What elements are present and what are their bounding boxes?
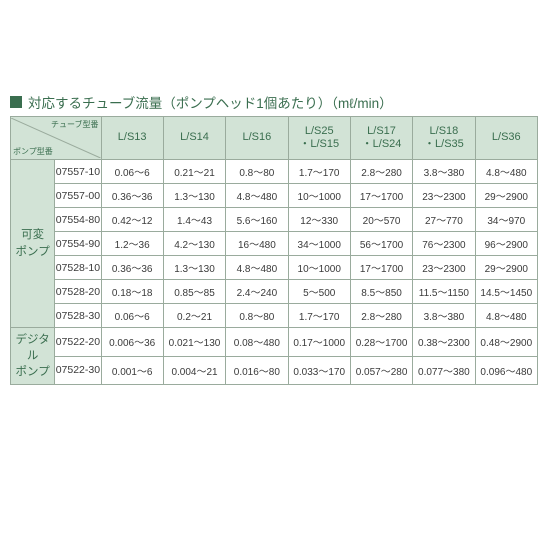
value-cell: 3.8～380 <box>413 304 475 328</box>
value-cell: 1.3～130 <box>163 184 225 208</box>
value-cell: 4.2～130 <box>163 232 225 256</box>
value-cell: 0.21～21 <box>163 160 225 184</box>
value-cell: 0.18～18 <box>101 280 163 304</box>
value-cell: 10～1000 <box>288 256 350 280</box>
value-cell: 1.7～170 <box>288 160 350 184</box>
value-cell: 4.8～480 <box>475 304 537 328</box>
value-cell: 56～1700 <box>350 232 412 256</box>
diagonal-header: チューブ型番 ポンプ型番 <box>11 117 102 160</box>
value-cell: 34～970 <box>475 208 537 232</box>
value-cell: 20～570 <box>350 208 412 232</box>
value-cell: 2.8～280 <box>350 160 412 184</box>
model-cell: 07557-10 <box>55 160 101 184</box>
value-cell: 0.004～21 <box>163 356 225 385</box>
value-cell: 23～2300 <box>413 256 475 280</box>
value-cell: 5.6～160 <box>226 208 288 232</box>
value-cell: 4.8～480 <box>475 160 537 184</box>
value-cell: 0.057～280 <box>350 356 412 385</box>
model-cell: 07554-80 <box>55 208 101 232</box>
table-row: 可変ポンプ07557-100.06～60.21～210.8～801.7～1702… <box>11 160 538 184</box>
model-cell: 07554-90 <box>55 232 101 256</box>
model-cell: 07557-00 <box>55 184 101 208</box>
value-cell: 0.48～2900 <box>475 328 537 357</box>
value-cell: 0.021～130 <box>163 328 225 357</box>
value-cell: 2.4～240 <box>226 280 288 304</box>
value-cell: 14.5～1450 <box>475 280 537 304</box>
col-header: L/S18・L/S35 <box>413 117 475 160</box>
value-cell: 0.85～85 <box>163 280 225 304</box>
table-title: 対応するチューブ流量（ポンプヘッド1個あたり）（mℓ/min） <box>28 92 393 112</box>
col-header: L/S25・L/S15 <box>288 117 350 160</box>
table-row: デジタルポンプ07522-200.006～360.021～1300.08～480… <box>11 328 538 357</box>
value-cell: 1.4～43 <box>163 208 225 232</box>
value-cell: 0.016～80 <box>226 356 288 385</box>
value-cell: 0.8～80 <box>226 304 288 328</box>
value-cell: 2.8～280 <box>350 304 412 328</box>
value-cell: 0.033～170 <box>288 356 350 385</box>
col-header: L/S13 <box>101 117 163 160</box>
row-group-header: 可変ポンプ <box>11 160 55 328</box>
value-cell: 0.38～2300 <box>413 328 475 357</box>
model-cell: 07528-20 <box>55 280 101 304</box>
value-cell: 5～500 <box>288 280 350 304</box>
diag-top-label: チューブ型番 <box>51 119 99 130</box>
table-row: 07528-300.06～60.2～210.8～801.7～1702.8～280… <box>11 304 538 328</box>
value-cell: 12～330 <box>288 208 350 232</box>
table-row: 07528-100.36～361.3～1304.8～48010～100017～1… <box>11 256 538 280</box>
row-group-header: デジタルポンプ <box>11 328 55 385</box>
value-cell: 0.08～480 <box>226 328 288 357</box>
value-cell: 0.2～21 <box>163 304 225 328</box>
model-cell: 07522-20 <box>55 328 101 357</box>
value-cell: 1.7～170 <box>288 304 350 328</box>
value-cell: 0.8～80 <box>226 160 288 184</box>
value-cell: 10～1000 <box>288 184 350 208</box>
value-cell: 96～2900 <box>475 232 537 256</box>
table-row: 07554-901.2～364.2～13016～48034～100056～170… <box>11 232 538 256</box>
value-cell: 1.2～36 <box>101 232 163 256</box>
table-row: 07554-800.42～121.4～435.6～16012～33020～570… <box>11 208 538 232</box>
value-cell: 11.5～1150 <box>413 280 475 304</box>
value-cell: 0.17～1000 <box>288 328 350 357</box>
value-cell: 34～1000 <box>288 232 350 256</box>
col-header: L/S16 <box>226 117 288 160</box>
col-header: L/S36 <box>475 117 537 160</box>
value-cell: 16～480 <box>226 232 288 256</box>
value-cell: 17～1700 <box>350 184 412 208</box>
value-cell: 29～2900 <box>475 184 537 208</box>
value-cell: 0.06～6 <box>101 160 163 184</box>
flow-rate-table: チューブ型番 ポンプ型番 L/S13 L/S14 L/S16 L/S25・L/S… <box>10 116 538 385</box>
value-cell: 1.3～130 <box>163 256 225 280</box>
value-cell: 0.006～36 <box>101 328 163 357</box>
value-cell: 0.096～480 <box>475 356 537 385</box>
model-cell: 07522-30 <box>55 356 101 385</box>
table-row: 07522-300.001～60.004～210.016～800.033～170… <box>11 356 538 385</box>
value-cell: 17～1700 <box>350 256 412 280</box>
value-cell: 0.36～36 <box>101 256 163 280</box>
col-header: L/S17・L/S24 <box>350 117 412 160</box>
value-cell: 4.8～480 <box>226 256 288 280</box>
value-cell: 23～2300 <box>413 184 475 208</box>
title-square-icon <box>10 96 22 108</box>
value-cell: 76～2300 <box>413 232 475 256</box>
value-cell: 0.42～12 <box>101 208 163 232</box>
diag-bottom-label: ポンプ型番 <box>13 146 53 157</box>
value-cell: 0.077～380 <box>413 356 475 385</box>
value-cell: 4.8～480 <box>226 184 288 208</box>
value-cell: 8.5～850 <box>350 280 412 304</box>
value-cell: 27～770 <box>413 208 475 232</box>
value-cell: 3.8～380 <box>413 160 475 184</box>
col-header: L/S14 <box>163 117 225 160</box>
title-row: 対応するチューブ流量（ポンプヘッド1個あたり）（mℓ/min） <box>10 92 538 112</box>
value-cell: 29～2900 <box>475 256 537 280</box>
table-row: 07528-200.18～180.85～852.4～2405～5008.5～85… <box>11 280 538 304</box>
model-cell: 07528-30 <box>55 304 101 328</box>
value-cell: 0.06～6 <box>101 304 163 328</box>
table-row: 07557-000.36～361.3～1304.8～48010～100017～1… <box>11 184 538 208</box>
value-cell: 0.001～6 <box>101 356 163 385</box>
value-cell: 0.28～1700 <box>350 328 412 357</box>
model-cell: 07528-10 <box>55 256 101 280</box>
value-cell: 0.36～36 <box>101 184 163 208</box>
